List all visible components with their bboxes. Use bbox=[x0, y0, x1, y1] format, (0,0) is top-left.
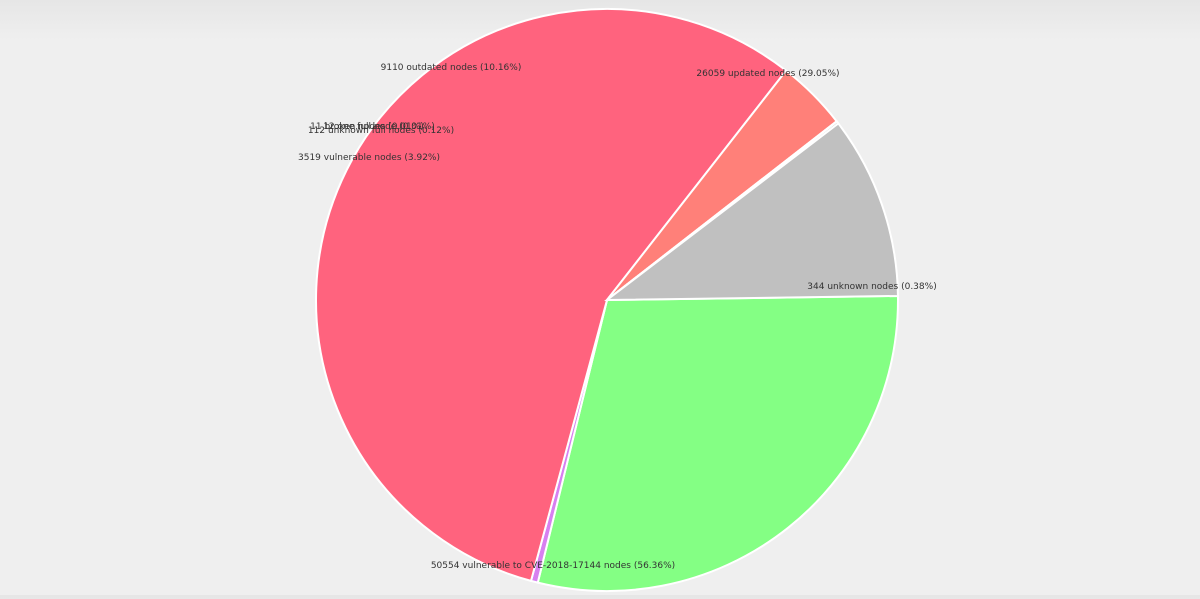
pie-slice-label: 50554 vulnerable to CVE-2018-17144 nodes… bbox=[431, 561, 675, 571]
pie-slice[interactable] bbox=[603, 122, 899, 302]
pie-slice[interactable] bbox=[315, 8, 788, 583]
pie-slice-label: 112 unknown full nodes (0.12%) bbox=[308, 126, 454, 136]
pie-slice-label: 11 broken nodes (0.01%) bbox=[310, 122, 424, 132]
pie-slice-label: 26059 updated nodes (29.05%) bbox=[696, 69, 839, 79]
pie-slice-label: 9110 outdated nodes (10.16%) bbox=[381, 63, 522, 73]
pie-slices bbox=[315, 8, 899, 593]
pie-slice[interactable] bbox=[536, 294, 899, 593]
pie-slice-label: 12 one full node (0.01%) bbox=[323, 122, 435, 132]
pie-labels: 26059 updated nodes (29.05%) 344 unknown … bbox=[298, 63, 937, 571]
pie-slice-label: 3519 vulnerable nodes (3.92%) bbox=[298, 153, 440, 163]
pie-slice-label: 344 unknown nodes (0.38%) bbox=[807, 282, 936, 292]
